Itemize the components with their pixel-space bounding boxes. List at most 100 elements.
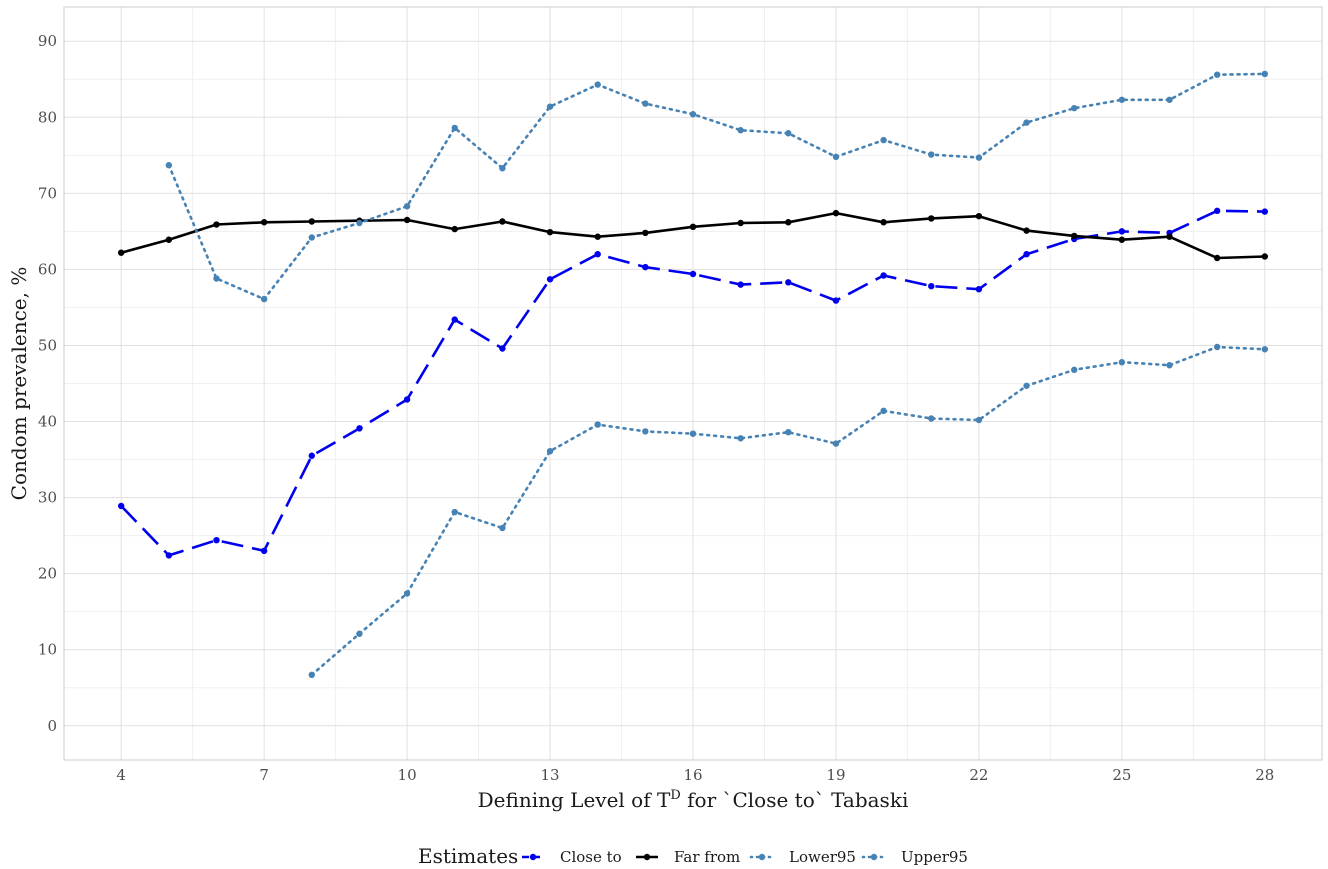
data-point xyxy=(975,285,983,293)
grid-lines xyxy=(64,7,1322,760)
data-point xyxy=(928,215,935,222)
data-point xyxy=(1261,208,1269,215)
data-point xyxy=(975,212,983,220)
y-tick-label: 0 xyxy=(47,717,57,735)
data-point xyxy=(499,524,506,532)
data-point xyxy=(1118,228,1126,235)
legend: Estimates Close to Far from Lower95 Upper95 xyxy=(418,844,968,868)
data-point xyxy=(1118,236,1126,243)
data-point xyxy=(546,276,554,283)
legend-label: Close to xyxy=(560,848,622,866)
data-point xyxy=(594,81,601,88)
data-point xyxy=(785,130,792,137)
data-point xyxy=(546,103,554,110)
data-point xyxy=(928,415,935,422)
data-point xyxy=(880,272,887,279)
data-point xyxy=(975,154,983,161)
data-point xyxy=(499,165,506,172)
data-point xyxy=(1023,227,1030,234)
data-point xyxy=(928,282,935,290)
data-point xyxy=(1213,207,1221,215)
data-point xyxy=(260,547,268,555)
series-upper95 xyxy=(165,70,1269,303)
plot-panel-border xyxy=(63,6,1323,761)
legend-key xyxy=(522,853,544,861)
data-point xyxy=(642,100,649,107)
data-point xyxy=(642,428,649,435)
series-line xyxy=(167,72,1267,301)
data-point xyxy=(403,216,411,224)
data-point xyxy=(1023,119,1030,126)
data-point xyxy=(546,228,554,236)
data-point xyxy=(451,124,458,132)
data-point xyxy=(213,221,220,228)
y-tick-label: 60 xyxy=(38,260,57,278)
y-tick-label: 40 xyxy=(38,413,57,431)
data-point xyxy=(1166,362,1173,369)
data-point xyxy=(689,430,697,437)
series-close-to xyxy=(117,207,1269,559)
data-point xyxy=(1118,359,1126,366)
data-point xyxy=(451,508,458,516)
x-axis-title: Defining Level of TD for `Close to` Taba… xyxy=(478,788,909,812)
data-point xyxy=(165,552,173,559)
data-point xyxy=(594,250,601,258)
x-tick-label: 25 xyxy=(1112,766,1131,784)
data-point xyxy=(165,162,173,169)
data-point xyxy=(546,447,554,455)
data-point xyxy=(1118,96,1126,103)
data-point xyxy=(1261,70,1269,78)
data-point xyxy=(117,249,125,256)
data-point xyxy=(213,275,220,282)
data-point xyxy=(880,407,887,415)
data-point xyxy=(308,218,315,225)
data-point xyxy=(832,153,840,161)
data-point xyxy=(1166,233,1173,240)
data-point xyxy=(165,236,173,243)
data-point xyxy=(403,203,411,210)
data-point xyxy=(689,270,697,278)
x-tick-label: 10 xyxy=(398,766,417,784)
legend-label: Far from xyxy=(674,848,740,866)
data-point xyxy=(832,297,840,304)
y-tick-label: 80 xyxy=(38,108,57,126)
data-point xyxy=(213,536,220,544)
tick-labels: 4 7 10 13 16 19 22 25 28 0 10 20 30 40 50 60 70 80 90 xyxy=(38,32,1274,784)
data-point xyxy=(1213,254,1221,262)
data-point xyxy=(689,223,697,231)
data-point xyxy=(308,234,315,241)
legend-label: Lower95 xyxy=(789,848,856,866)
data-point xyxy=(1023,250,1030,258)
data-point xyxy=(1213,71,1221,78)
data-point xyxy=(403,590,411,597)
data-point xyxy=(642,229,649,237)
x-tick-label: 28 xyxy=(1255,766,1274,784)
data-point xyxy=(737,435,744,442)
data-point xyxy=(499,345,506,352)
series-layer xyxy=(117,70,1269,679)
data-point xyxy=(880,219,887,226)
data-point xyxy=(642,263,649,271)
x-tick-label: 13 xyxy=(540,766,559,784)
data-point xyxy=(356,630,363,637)
data-point xyxy=(880,136,887,144)
data-point xyxy=(117,502,125,510)
data-point xyxy=(975,416,983,424)
data-point xyxy=(308,452,315,459)
legend-title: Estimates xyxy=(418,844,518,868)
data-point xyxy=(737,127,744,134)
y-tick-label: 50 xyxy=(38,336,57,354)
legend-label: Upper95 xyxy=(901,848,968,866)
legend-key xyxy=(636,853,658,861)
data-point xyxy=(737,281,744,288)
data-point xyxy=(1071,232,1078,240)
data-point xyxy=(356,425,363,432)
legend-point xyxy=(529,853,537,861)
data-point xyxy=(785,219,792,226)
y-tick-label: 90 xyxy=(38,32,57,50)
x-tick-label: 7 xyxy=(259,766,269,784)
data-point xyxy=(1023,382,1030,389)
data-point xyxy=(403,396,411,403)
x-tick-label: 22 xyxy=(969,766,988,784)
